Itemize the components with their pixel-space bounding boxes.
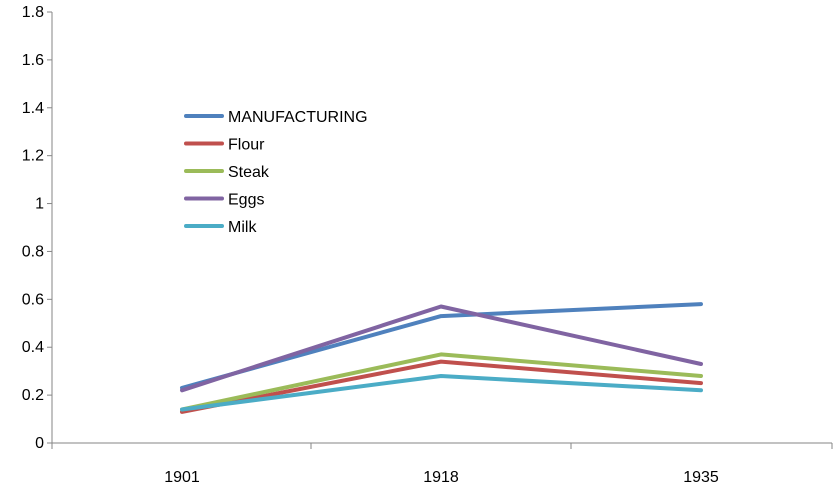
y-tick-label: 0.2 — [22, 387, 44, 404]
legend-label-steak: Steak — [228, 164, 270, 181]
legend: MANUFACTURING Flour Steak Eggs Milk — [184, 109, 368, 236]
y-tick-label: 0.8 — [22, 243, 44, 260]
x-tick-label: 1935 — [683, 469, 719, 486]
y-tick-label: 1 — [35, 196, 44, 213]
y-tick-label: 1.8 — [22, 4, 44, 21]
series-line-steak — [180, 352, 703, 412]
legend-label-manufacturing: MANUFACTURING — [228, 109, 368, 126]
legend-label-milk: Milk — [228, 219, 257, 236]
y-tick-label: 0.6 — [22, 291, 44, 308]
x-tick-label: 1918 — [423, 469, 459, 486]
y-tick-label: 1.4 — [22, 100, 44, 117]
legend-label-eggs: Eggs — [228, 192, 264, 209]
series-line-flour — [180, 359, 703, 414]
legend-label-flour: Flour — [228, 137, 265, 154]
y-tick-label: 0 — [35, 435, 44, 452]
y-tick-label: 1.2 — [22, 148, 44, 165]
y-tick-label: 0.4 — [22, 339, 44, 356]
x-tick-label: 1901 — [164, 469, 200, 486]
series-lines — [180, 302, 703, 414]
y-tick-label: 1.6 — [22, 52, 44, 69]
series-line-milk — [180, 374, 703, 412]
series-line-eggs — [180, 304, 703, 393]
axes: 0 0.2 0.4 0.6 0.8 1 1.2 1.4 1.6 1.8 1901 1918 1935 — [22, 4, 833, 486]
